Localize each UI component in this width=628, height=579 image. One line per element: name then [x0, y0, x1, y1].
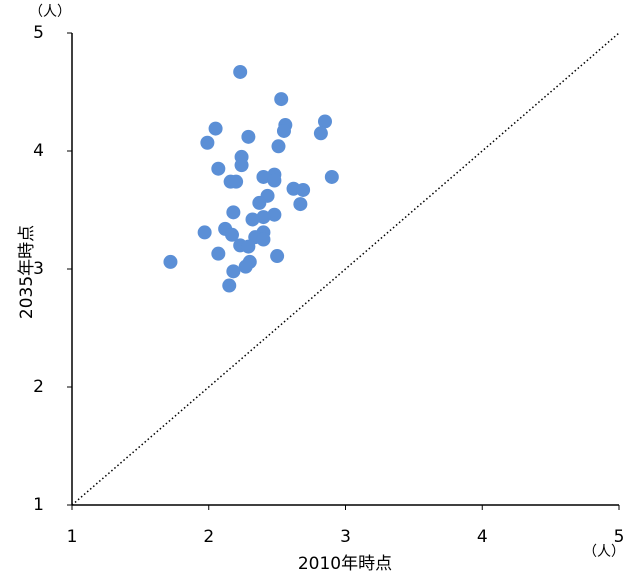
point — [241, 129, 256, 144]
diagonal-line — [71, 32, 620, 506]
x-tick-label: 1 — [67, 527, 78, 547]
point — [197, 225, 212, 240]
point — [267, 207, 282, 222]
point — [270, 249, 285, 264]
point — [317, 114, 332, 129]
point — [313, 126, 328, 141]
point — [274, 92, 289, 107]
point — [211, 161, 226, 176]
y-unit: （人） — [29, 4, 71, 20]
point — [271, 139, 286, 154]
point — [238, 259, 253, 274]
point — [256, 210, 271, 225]
point — [208, 121, 223, 136]
point — [226, 264, 241, 279]
x-tick-label: 5 — [614, 527, 625, 547]
y-tick-label: 5 — [33, 23, 44, 43]
y-tick-label: 2 — [33, 377, 44, 397]
point — [276, 123, 291, 138]
point — [226, 205, 241, 220]
point — [256, 169, 271, 184]
point — [234, 158, 249, 173]
point — [222, 278, 237, 293]
x-unit: （人） — [583, 544, 625, 560]
point — [233, 64, 248, 79]
point — [267, 173, 282, 188]
point — [324, 169, 339, 184]
point — [224, 227, 239, 242]
point — [229, 174, 244, 189]
y-tick-label: 3 — [33, 259, 44, 279]
point — [293, 197, 308, 212]
point — [245, 212, 260, 227]
point — [256, 232, 271, 247]
y-tick-label: 4 — [33, 141, 44, 161]
point — [241, 239, 256, 254]
point — [200, 135, 215, 150]
x-tick-label: 2 — [203, 527, 214, 547]
x-tick-label: 3 — [340, 527, 351, 547]
point — [163, 254, 178, 269]
x-axis-label: 2010年時点 — [298, 554, 392, 574]
point — [211, 246, 226, 261]
x-tick-label: 4 — [477, 527, 488, 547]
point — [252, 195, 267, 210]
y-tick-label: 1 — [33, 495, 44, 515]
y-axis-label: 2035年時点 — [17, 225, 37, 319]
point — [296, 182, 311, 197]
